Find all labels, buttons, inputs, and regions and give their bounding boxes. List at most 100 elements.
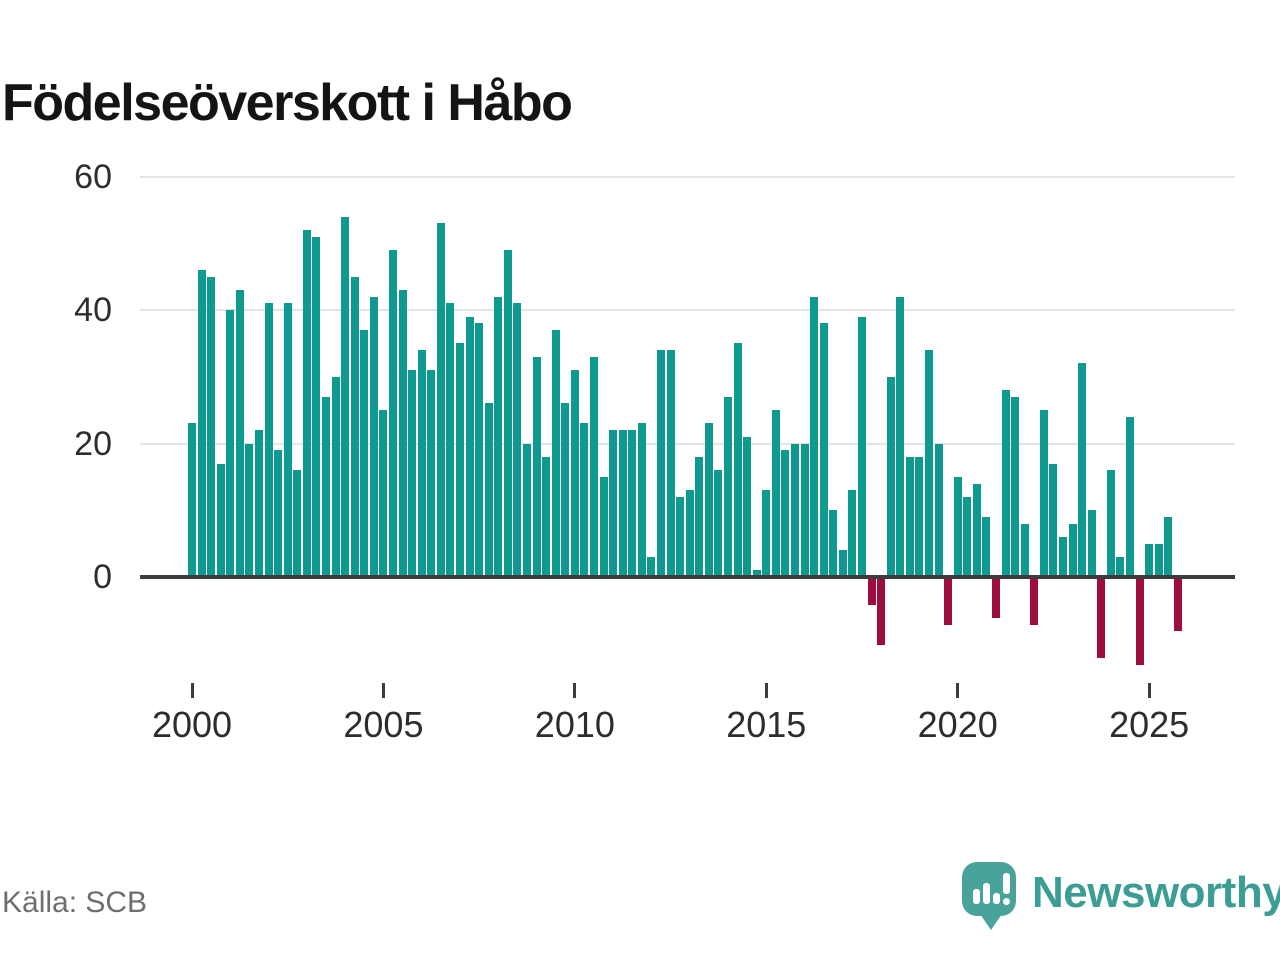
bar (1030, 578, 1039, 625)
bar (656, 350, 665, 577)
x-axis-label: 2010 (534, 704, 615, 745)
bar (733, 343, 742, 577)
bar (963, 496, 972, 577)
bar (235, 289, 244, 577)
bar (953, 476, 962, 577)
bar (1020, 523, 1029, 577)
bar (800, 443, 809, 577)
bar (1125, 416, 1134, 577)
bar (1039, 410, 1048, 577)
bar (781, 450, 790, 577)
bar (1049, 463, 1058, 577)
bar (293, 470, 302, 577)
bar (838, 550, 847, 577)
plot-area: 2000 2005 2010 2015 2020 2025 (140, 175, 1235, 745)
bar (599, 476, 608, 577)
bar (704, 423, 713, 577)
bar (417, 350, 426, 577)
logo-bubble-tail (980, 914, 1002, 930)
bar (695, 456, 704, 577)
bar (245, 443, 254, 577)
bar (542, 456, 551, 577)
y-axis-label: 40 (74, 291, 112, 329)
bar (503, 249, 512, 577)
bar (1078, 363, 1087, 577)
bar (886, 376, 895, 577)
x-axis-label: 2015 (726, 704, 807, 745)
bar (331, 376, 340, 577)
bar (628, 430, 637, 577)
bar (398, 289, 407, 577)
x-axis-tick (1147, 683, 1151, 698)
bar (1087, 510, 1096, 577)
newsworthy-logo-icon (962, 862, 1016, 916)
bar (1154, 543, 1163, 577)
bar (1011, 396, 1020, 577)
source-note: Källa: SCB (2, 886, 148, 919)
x-axis-tick (956, 683, 960, 698)
bar (666, 350, 675, 577)
brand-lockup: Newsworthy (962, 860, 1280, 932)
bar (427, 370, 436, 577)
x-axis-tick (190, 683, 194, 698)
bar (762, 490, 771, 577)
bar (408, 370, 417, 577)
x-axis-label: 2025 (1109, 704, 1190, 745)
logo-exclamation-icon (1003, 873, 1010, 894)
bar (810, 296, 819, 577)
bar (350, 276, 359, 577)
bar (1106, 470, 1115, 577)
zero-axis-line (140, 575, 1235, 579)
bar (877, 578, 886, 645)
bar (752, 570, 761, 577)
bar (685, 490, 694, 577)
bar (915, 456, 924, 577)
logo-exclamation-dot-icon (1003, 898, 1010, 905)
bar (1145, 543, 1154, 577)
bar (1097, 578, 1106, 659)
bar (924, 350, 933, 577)
bar (465, 316, 474, 577)
bar (676, 496, 685, 577)
gridline (140, 175, 1235, 178)
logo-bar-icon (983, 883, 990, 904)
bar (532, 356, 541, 577)
bar (829, 510, 838, 577)
bar (580, 423, 589, 577)
bar (771, 410, 780, 577)
bar (254, 430, 263, 577)
y-axis-label: 60 (74, 157, 112, 196)
bar (982, 516, 991, 577)
bar (551, 330, 560, 577)
x-axis-tick (764, 683, 768, 698)
gridline (140, 442, 1235, 445)
bar (484, 403, 493, 577)
logo-bar-icon (973, 889, 980, 904)
brand-name: Newsworthy (1032, 868, 1280, 917)
bar (494, 296, 503, 577)
bar (264, 303, 273, 577)
bar (475, 323, 484, 577)
bar (723, 396, 732, 577)
bar (972, 483, 981, 577)
bar (647, 556, 656, 577)
x-axis-label: 2020 (917, 704, 998, 745)
page-title: Födelseöverskott i Håbo (2, 73, 573, 132)
bar (570, 370, 579, 577)
bar (790, 443, 799, 577)
bar (819, 323, 828, 577)
y-axis-label: 20 (74, 424, 112, 463)
bar (1135, 578, 1144, 665)
bar (341, 216, 350, 577)
logo-bar-icon (993, 893, 1000, 904)
bar (302, 229, 311, 577)
bar (455, 343, 464, 577)
bar (743, 436, 752, 577)
bar (216, 463, 225, 577)
bar (944, 578, 953, 625)
bar (283, 303, 292, 577)
bar (848, 490, 857, 577)
bar (274, 450, 283, 577)
bar (1001, 390, 1010, 577)
